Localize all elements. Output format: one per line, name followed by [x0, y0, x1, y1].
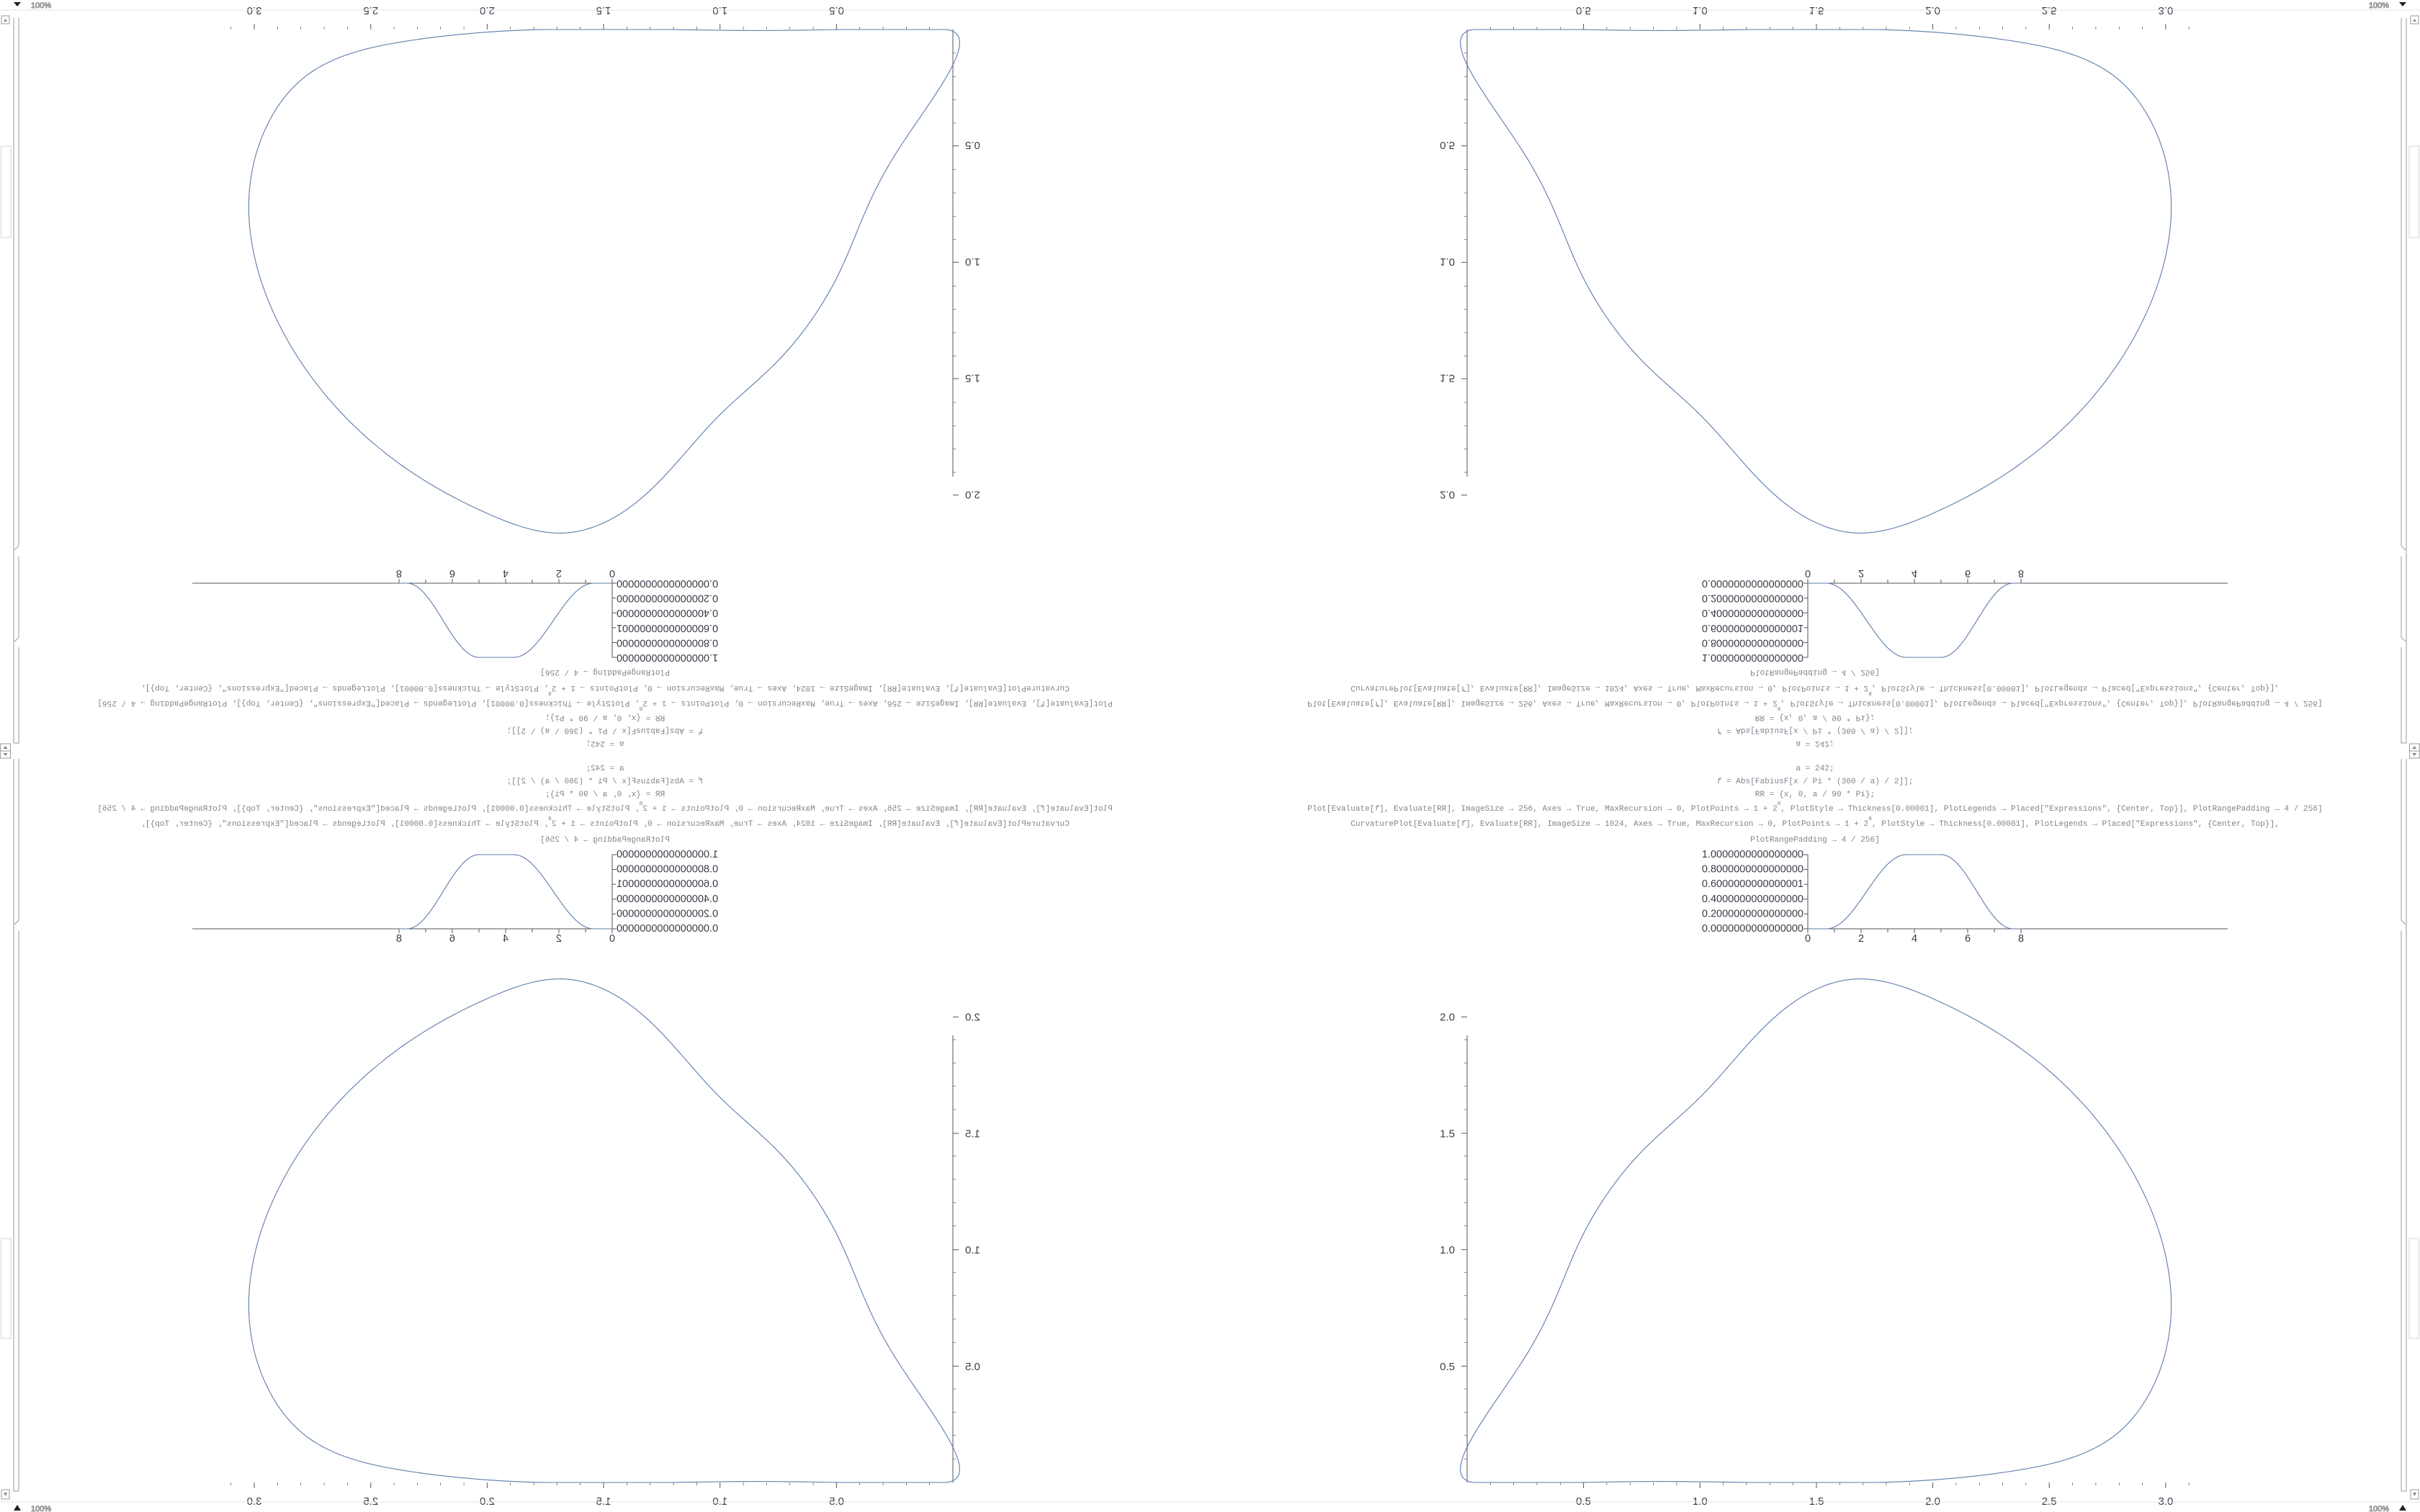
svg-text:0.6000000000000001: 0.6000000000000001 — [1702, 878, 1803, 890]
svg-text:4: 4 — [503, 933, 508, 945]
svg-text:2.0: 2.0 — [1925, 1495, 1940, 1508]
svg-text:1.5: 1.5 — [1809, 1495, 1824, 1508]
svg-text:0.5: 0.5 — [829, 4, 844, 17]
svg-text:6: 6 — [1965, 933, 1971, 945]
svg-text:0.0000000000000000: 0.0000000000000000 — [617, 923, 718, 935]
svg-text:2: 2 — [556, 567, 562, 579]
svg-text:2.0: 2.0 — [480, 1495, 495, 1508]
svg-text:1.0: 1.0 — [965, 1244, 980, 1256]
svg-text:2.0: 2.0 — [1925, 4, 1940, 17]
svg-text:1.0: 1.0 — [1440, 1244, 1455, 1256]
svg-text:8: 8 — [2018, 567, 2024, 579]
svg-text:0.6000000000000001: 0.6000000000000001 — [1702, 622, 1803, 634]
svg-text:2.0: 2.0 — [965, 489, 980, 501]
svg-text:4: 4 — [1912, 567, 1917, 579]
svg-text:0.0000000000000000: 0.0000000000000000 — [617, 577, 718, 589]
svg-text:1.5: 1.5 — [965, 1128, 980, 1140]
svg-text:0.4000000000000000: 0.4000000000000000 — [1702, 894, 1803, 905]
svg-text:0.2000000000000000: 0.2000000000000000 — [1702, 908, 1803, 919]
svg-text:2: 2 — [1858, 567, 1864, 579]
svg-text:2.0: 2.0 — [1440, 1012, 1455, 1024]
svg-text:0.4000000000000000: 0.4000000000000000 — [617, 607, 718, 618]
svg-text:0.2000000000000000: 0.2000000000000000 — [617, 908, 718, 919]
svg-text:0.5: 0.5 — [1440, 1361, 1455, 1373]
svg-text:0.0000000000000000: 0.0000000000000000 — [1702, 923, 1803, 935]
svg-text:3.0: 3.0 — [247, 4, 262, 17]
svg-text:1.0000000000000000: 1.0000000000000000 — [1702, 849, 1803, 860]
svg-text:0.5: 0.5 — [965, 139, 980, 151]
svg-text:0.5: 0.5 — [965, 1361, 980, 1373]
svg-text:0.8000000000000000: 0.8000000000000000 — [617, 636, 718, 648]
svg-text:0.5: 0.5 — [829, 1495, 844, 1508]
svg-text:1.5: 1.5 — [596, 4, 611, 17]
svg-text:2.0: 2.0 — [1440, 489, 1455, 501]
svg-text:2: 2 — [1858, 933, 1864, 945]
svg-text:0: 0 — [1805, 933, 1811, 945]
svg-text:1.5: 1.5 — [1809, 4, 1824, 17]
svg-text:0.8000000000000000: 0.8000000000000000 — [617, 864, 718, 876]
svg-text:0.5: 0.5 — [1576, 1495, 1591, 1508]
svg-text:1.0000000000000000: 1.0000000000000000 — [617, 849, 718, 860]
svg-text:2.5: 2.5 — [363, 4, 378, 17]
svg-text:1.5: 1.5 — [965, 372, 980, 384]
svg-text:6: 6 — [1965, 567, 1971, 579]
svg-text:4: 4 — [503, 567, 508, 579]
svg-text:0.2000000000000000: 0.2000000000000000 — [1702, 593, 1803, 604]
svg-text:2.0: 2.0 — [965, 1012, 980, 1024]
svg-text:0.4000000000000000: 0.4000000000000000 — [617, 894, 718, 905]
svg-text:2.5: 2.5 — [363, 1495, 378, 1508]
svg-text:8: 8 — [396, 933, 402, 945]
svg-text:4: 4 — [1912, 933, 1917, 945]
svg-text:0.6000000000000001: 0.6000000000000001 — [617, 878, 718, 890]
svg-text:0.6000000000000001: 0.6000000000000001 — [617, 622, 718, 634]
svg-text:2: 2 — [556, 933, 562, 945]
svg-text:1.5: 1.5 — [1440, 1128, 1455, 1140]
svg-text:0.4000000000000000: 0.4000000000000000 — [1702, 607, 1803, 618]
svg-text:1.0: 1.0 — [1440, 256, 1455, 268]
svg-text:6: 6 — [449, 567, 455, 579]
svg-text:0.2000000000000000: 0.2000000000000000 — [617, 593, 718, 604]
svg-text:8: 8 — [396, 567, 402, 579]
svg-text:1.0: 1.0 — [965, 256, 980, 268]
svg-text:3.0: 3.0 — [247, 1495, 262, 1508]
svg-text:1.0: 1.0 — [1693, 4, 1708, 17]
svg-text:1.5: 1.5 — [596, 1495, 611, 1508]
svg-text:8: 8 — [2018, 933, 2024, 945]
svg-text:2.5: 2.5 — [2042, 1495, 2057, 1508]
svg-text:2.5: 2.5 — [2042, 4, 2057, 17]
svg-text:0.5: 0.5 — [1576, 4, 1591, 17]
svg-text:6: 6 — [449, 933, 455, 945]
svg-text:3.0: 3.0 — [2158, 1495, 2173, 1508]
svg-text:0: 0 — [609, 567, 615, 579]
svg-text:1.0000000000000000: 1.0000000000000000 — [1702, 652, 1803, 663]
svg-text:2.0: 2.0 — [480, 4, 495, 17]
svg-text:1.0: 1.0 — [712, 4, 727, 17]
svg-text:0: 0 — [609, 933, 615, 945]
svg-text:0.5: 0.5 — [1440, 139, 1455, 151]
svg-text:0: 0 — [1805, 567, 1811, 579]
svg-text:1.0000000000000000: 1.0000000000000000 — [617, 652, 718, 663]
svg-text:1.0: 1.0 — [1693, 1495, 1708, 1508]
svg-text:0.8000000000000000: 0.8000000000000000 — [1702, 864, 1803, 876]
svg-text:0.8000000000000000: 0.8000000000000000 — [1702, 636, 1803, 648]
svg-text:3.0: 3.0 — [2158, 4, 2173, 17]
svg-text:0.0000000000000000: 0.0000000000000000 — [1702, 577, 1803, 589]
svg-text:1.0: 1.0 — [712, 1495, 727, 1508]
svg-text:1.5: 1.5 — [1440, 372, 1455, 384]
